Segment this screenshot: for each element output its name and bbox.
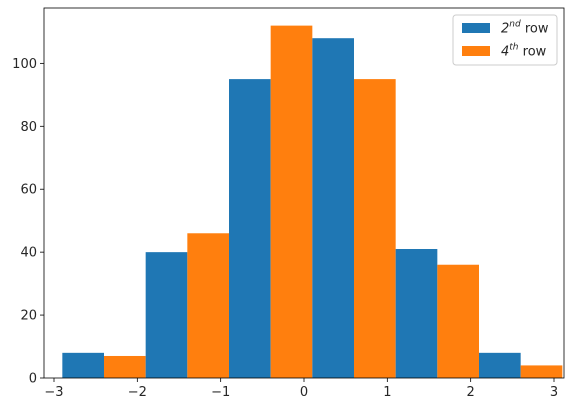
y-tick-label: 60 <box>20 183 37 198</box>
legend: 2nd row 4th row <box>452 14 558 66</box>
bar-series1-bin4 <box>312 38 354 379</box>
bar-series1-bin6 <box>479 352 521 378</box>
y-tick-label: 80 <box>20 120 37 135</box>
x-tick-label: 1 <box>383 385 391 400</box>
y-tick-label: 20 <box>20 309 37 324</box>
y-axis: 0 20 40 60 80 100 <box>12 57 44 387</box>
bar-series1-bin3 <box>229 79 271 379</box>
y-tick-label: 100 <box>12 57 37 72</box>
legend-label-series2: 4th row <box>501 43 547 60</box>
bar-series2-bin4 <box>354 79 396 379</box>
bars-layer <box>62 25 563 379</box>
legend-swatch-series1 <box>462 23 490 33</box>
bar-series1-bin2 <box>145 252 188 378</box>
bar-series2-bin2 <box>187 233 229 378</box>
y-tick-label: 0 <box>29 372 37 387</box>
bar-series2-bin5 <box>437 264 479 378</box>
legend-swatch-series2 <box>462 46 490 56</box>
x-axis: −3 −2 −1 0 1 2 3 <box>44 378 558 400</box>
x-tick-label: 2 <box>467 385 475 400</box>
bar-series1-bin5 <box>395 249 438 378</box>
bar-series2-bin3 <box>270 25 313 378</box>
x-tick-label: 3 <box>550 385 558 400</box>
y-tick-label: 40 <box>20 246 37 261</box>
x-tick-label: −3 <box>44 385 63 400</box>
x-tick-label: −2 <box>128 385 147 400</box>
legend-label-series1: 2nd row <box>501 20 549 37</box>
x-tick-label: −1 <box>211 385 230 400</box>
bar-series1-bin1 <box>62 352 104 378</box>
bar-series2-bin6 <box>520 365 563 378</box>
x-tick-label: 0 <box>300 385 308 400</box>
bar-series2-bin1 <box>104 355 146 378</box>
